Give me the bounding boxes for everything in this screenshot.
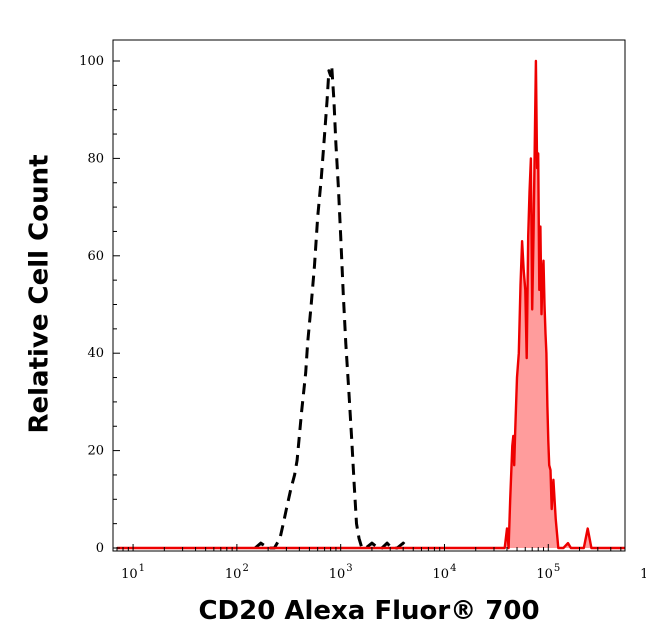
- y-tick-label: 20: [87, 444, 104, 459]
- series-1-fill: [117, 61, 625, 548]
- x-axis-title: CD20 Alexa Fluor® 700: [198, 596, 539, 626]
- series-group: [117, 59, 625, 550]
- x-tick-label: 103: [329, 563, 353, 582]
- x-tick-label: 106: [640, 563, 646, 582]
- y-tick-label: 0: [96, 541, 104, 556]
- x-tick-label: 102: [225, 563, 249, 582]
- plot-frame: [112, 39, 626, 552]
- x-tick-label: 105: [536, 563, 560, 582]
- x-tick-label: 101: [121, 563, 145, 582]
- x-tick-label: 104: [433, 563, 457, 582]
- y-tick-label: 80: [87, 151, 104, 166]
- series-0-line: [254, 64, 410, 550]
- y-tick-label: 100: [79, 54, 104, 69]
- y-tick-label: 40: [87, 346, 104, 361]
- series-layer: [117, 59, 625, 550]
- series-1-line: [117, 59, 625, 550]
- y-tick-label: 60: [87, 249, 104, 264]
- y-axis-title: Relative Cell Count: [25, 154, 55, 433]
- axis-layer: 0 20 40 60 80 100 101 102 103 104 105 106: [79, 54, 646, 582]
